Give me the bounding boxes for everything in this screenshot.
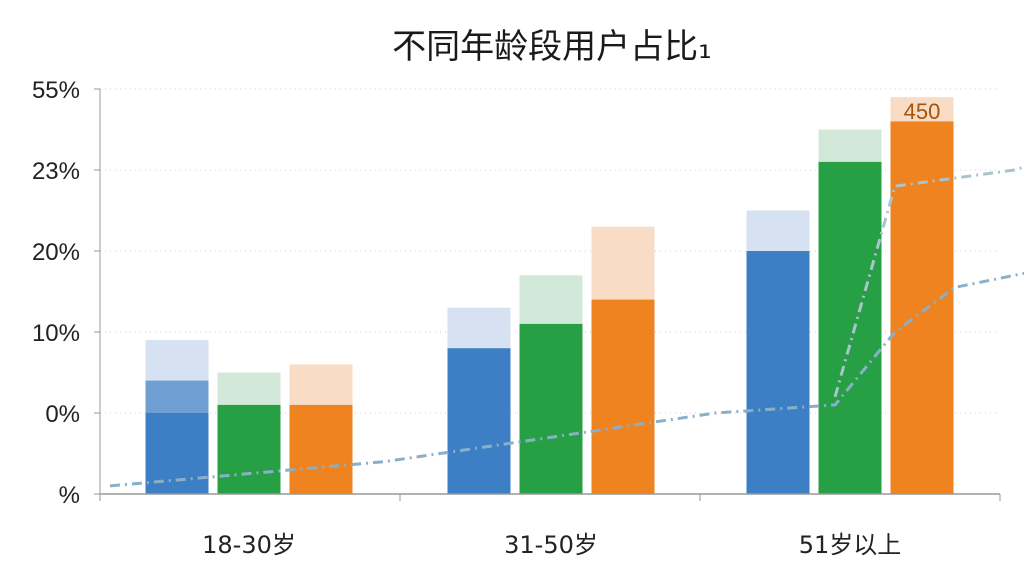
- y-tick-label: 55%: [32, 77, 80, 104]
- x-tick-label: 18-30岁: [202, 531, 296, 559]
- bar-light-segment: [519, 275, 583, 324]
- x-axis: 18-30岁 31-50岁 51岁以上: [99, 493, 1001, 559]
- bar: [890, 121, 954, 495]
- bar-light-segment: [217, 372, 281, 405]
- bar: [746, 251, 810, 494]
- bar-light-segment: [289, 364, 353, 405]
- trend-line-secondary: [833, 165, 1024, 398]
- bar: [519, 323, 583, 494]
- bar: [591, 299, 655, 494]
- bar-light-segment: [818, 129, 882, 162]
- chart-title: 不同年龄段用户占比₁: [392, 27, 712, 67]
- data-labels: 450: [904, 99, 941, 124]
- bar: [289, 404, 353, 494]
- y-axis: % 0% 10% 20% 23% 55%: [32, 77, 101, 509]
- bar: [447, 348, 511, 494]
- bar-light-segment: [746, 210, 810, 251]
- data-label: 450: [904, 99, 941, 124]
- y-tick-label: 20%: [32, 239, 80, 266]
- bar: [217, 404, 281, 494]
- trend-line: [109, 271, 1024, 488]
- bar-mid-segment: [145, 380, 209, 413]
- bar-light-segment: [591, 226, 655, 300]
- bar-light-segment: [890, 97, 954, 122]
- x-tick-label: 51岁以上: [799, 531, 902, 559]
- y-tick-label: %: [59, 482, 80, 509]
- x-tick-label: 31-50岁: [504, 531, 598, 559]
- bars: [145, 97, 954, 495]
- y-tick-label: 23%: [32, 158, 80, 185]
- bar-light-segment: [447, 307, 511, 349]
- bar: [818, 161, 882, 494]
- y-tick-label: 10%: [32, 320, 80, 347]
- trend-lines: [109, 165, 1024, 488]
- y-tick-label: 0%: [45, 401, 80, 428]
